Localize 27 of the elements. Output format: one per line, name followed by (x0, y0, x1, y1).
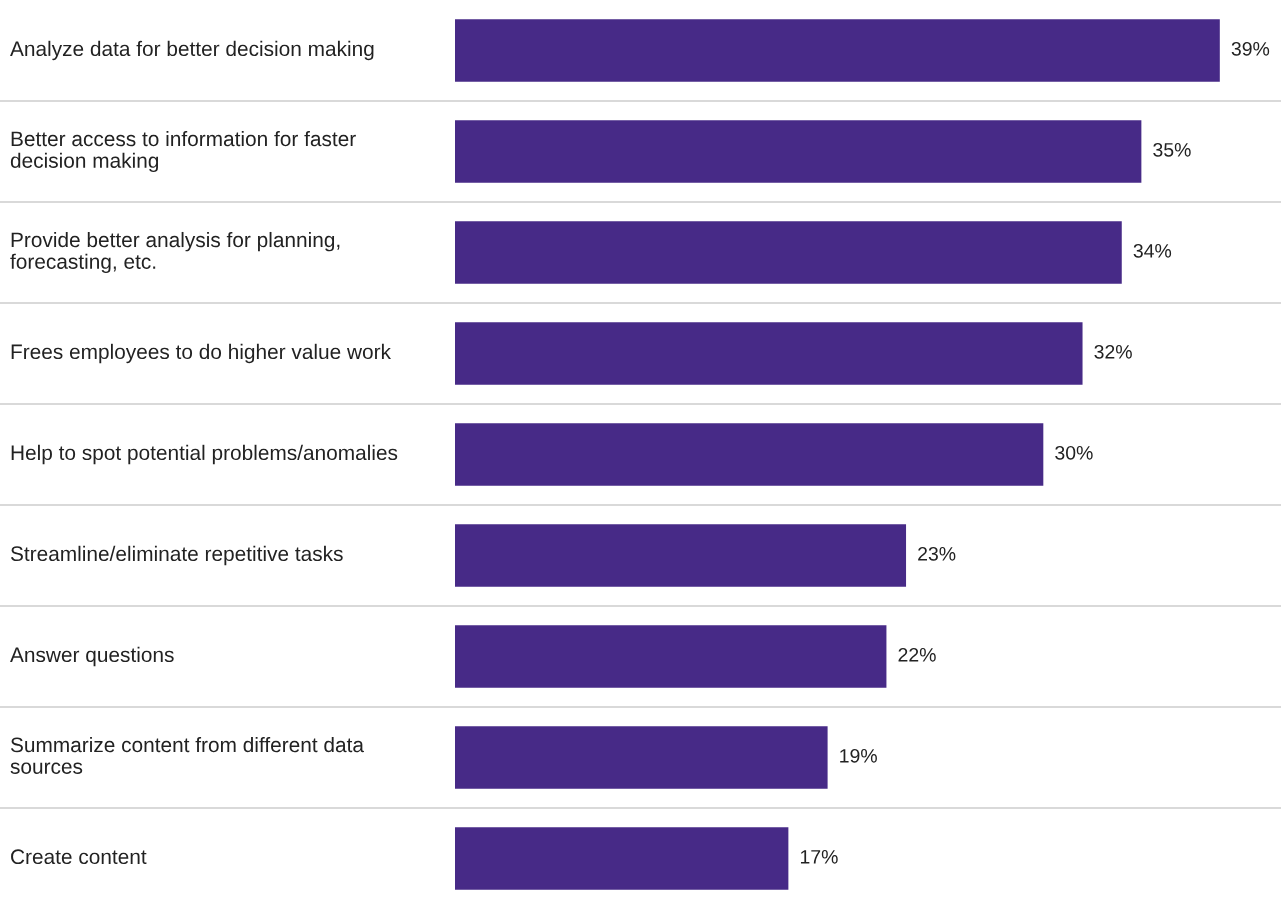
bar (455, 625, 887, 688)
y-tick-label: Better access to information for faster decision making (10, 130, 356, 173)
data-label: 17% (800, 850, 838, 864)
data-label: 34% (1133, 243, 1172, 258)
y-tick-label: Analyze data for better decision making (10, 40, 374, 61)
data-label: 39% (1231, 41, 1270, 56)
y-tick-label: Answer questions (10, 646, 174, 667)
bar (455, 221, 1122, 284)
data-label: 19% (840, 748, 877, 763)
y-tick-label: Summarize content from different data sources (10, 736, 364, 774)
bar (455, 827, 789, 890)
data-label: 32% (1094, 344, 1132, 359)
data-label: 30% (1055, 445, 1093, 460)
bar (455, 524, 907, 587)
bar (455, 322, 1083, 385)
y-tick-label: Help to spot potential problems/anomalies (11, 444, 398, 465)
bar (455, 120, 1142, 183)
data-label: 23% (918, 546, 956, 561)
data-label: 22% (898, 647, 936, 662)
y-tick-label: Frees employees to do higher value work (11, 343, 392, 364)
bar (455, 423, 1044, 486)
bar (455, 726, 828, 789)
bar (455, 19, 1220, 82)
data-label: 35% (1153, 142, 1191, 157)
y-tick-label: Provide better analysis for planning, forecasting, etc. (10, 231, 340, 274)
y-tick-label: Create content (11, 849, 147, 865)
y-tick-label: Streamline/eliminate repetitive tasks (10, 545, 343, 566)
